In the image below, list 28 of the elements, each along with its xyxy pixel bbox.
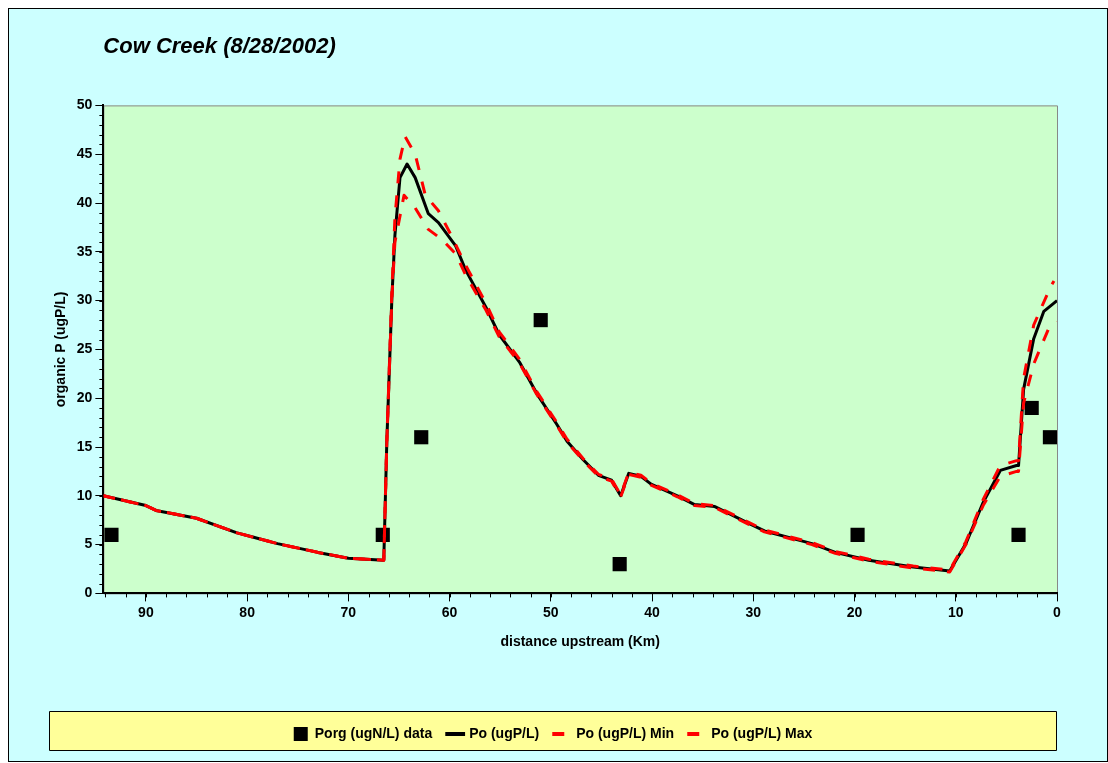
x-tick-label: 80 [239,603,256,620]
x-tick-label: 40 [644,603,661,620]
y-tick-label: 45 [76,145,93,162]
x-tick-label: 60 [441,603,458,620]
x-tick-label: 0 [1053,603,1062,620]
y-tick-label: 15 [76,437,93,454]
y-tick-label: 35 [76,242,93,259]
legend-label: Po (ugP/L) Max [711,724,813,741]
y-tick-label: 30 [76,291,93,308]
y-tick-label: 40 [76,193,93,210]
y-tick-label: 20 [76,389,93,406]
x-axis-title: distance upstream (Km) [500,633,660,650]
y-tick-label: 5 [84,535,93,552]
legend-label: Porg (ugN/L) data [314,724,433,741]
x-tick-label: 90 [138,603,154,620]
x-tick-label: 70 [340,603,357,620]
x-tick-label: 10 [947,603,964,620]
y-tick-label: 0 [84,584,93,601]
y-tick-label: 25 [76,340,93,357]
chart-title: Cow Creek (8/28/2002) [103,33,336,59]
x-tick-label: 50 [543,603,559,620]
x-tick-label: 30 [745,603,762,620]
y-tick-label: 10 [76,486,93,503]
x-tick-label: 20 [846,603,863,620]
legend-label: Po (ugP/L) [469,724,540,741]
y-tick-label: 50 [76,96,93,113]
y-axis-title: organic P (ugP/L) [52,291,69,408]
legend-label: Po (ugP/L) Min [576,724,675,741]
